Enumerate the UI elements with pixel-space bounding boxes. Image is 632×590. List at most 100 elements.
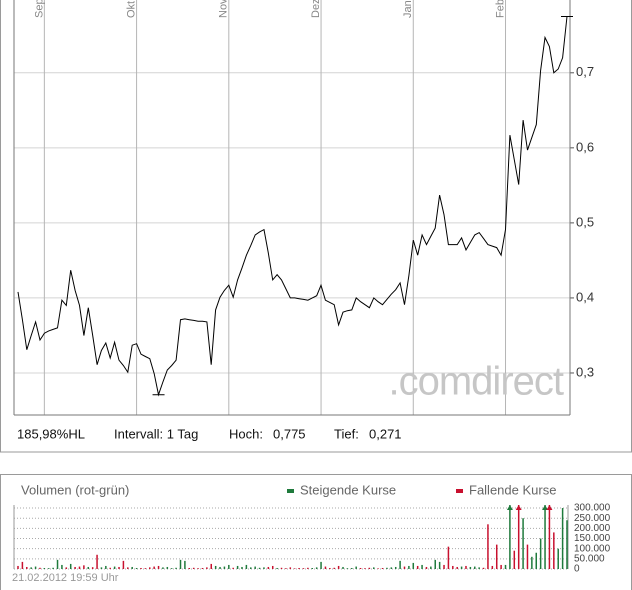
volume-bar bbox=[513, 550, 516, 569]
x-tick-label: Dez bbox=[310, 0, 322, 18]
volume-bar bbox=[482, 567, 485, 569]
volume-bar bbox=[43, 567, 46, 569]
volume-bar bbox=[544, 505, 546, 569]
volume-bar bbox=[271, 565, 274, 569]
volume-bar bbox=[548, 505, 551, 569]
volume-bar bbox=[298, 567, 300, 569]
volume-bar bbox=[390, 567, 393, 569]
stat-label: Hoch: bbox=[229, 426, 263, 441]
volume-bar bbox=[443, 564, 445, 569]
volume-bar bbox=[526, 544, 529, 569]
volume-bar bbox=[373, 567, 375, 569]
y-tick-label: 0 bbox=[574, 564, 580, 575]
volume-bar bbox=[122, 560, 125, 569]
volume-bar bbox=[188, 567, 191, 569]
volume-bar bbox=[517, 505, 520, 569]
x-tick-label: Sep bbox=[33, 0, 45, 18]
volume-bar bbox=[320, 561, 322, 569]
volume-bar bbox=[307, 567, 309, 569]
volume-bar bbox=[197, 568, 199, 569]
volume-bar bbox=[522, 518, 524, 569]
stat-value: 0,775 bbox=[273, 426, 306, 441]
volume-bar bbox=[267, 566, 270, 569]
volume-bar bbox=[91, 567, 94, 569]
volume-bar bbox=[412, 562, 415, 569]
volume-bar bbox=[539, 538, 542, 569]
volume-bar bbox=[500, 564, 502, 569]
volume-bar bbox=[399, 560, 401, 569]
volume-bar bbox=[386, 567, 388, 569]
overflow-arrow bbox=[515, 505, 522, 510]
y-tick-label: 300.000 bbox=[574, 503, 611, 514]
volume-bar bbox=[69, 563, 72, 569]
volume-bar bbox=[219, 566, 221, 569]
volume-bar bbox=[509, 505, 511, 569]
volume-bar bbox=[394, 566, 397, 569]
volume-bar bbox=[289, 567, 292, 569]
volume-bar bbox=[170, 568, 173, 569]
volume-bar bbox=[465, 565, 467, 569]
volume-bar bbox=[210, 563, 212, 569]
volume-bar bbox=[118, 566, 120, 569]
volume-bar bbox=[425, 566, 428, 569]
volume-bar bbox=[109, 567, 111, 569]
overflow-arrow bbox=[506, 505, 513, 510]
volume-bar bbox=[135, 567, 138, 569]
timestamp: 21.02.2012 19:59 Uhr bbox=[12, 572, 119, 584]
volume-bar bbox=[381, 567, 384, 569]
volume-bar bbox=[100, 567, 103, 569]
volume-bar bbox=[140, 567, 142, 569]
volume-bar bbox=[105, 565, 107, 569]
volume-bar bbox=[421, 564, 423, 569]
volume-bar bbox=[293, 568, 296, 569]
volume-bar bbox=[561, 508, 564, 569]
watermark: .comdirect bbox=[389, 360, 564, 404]
volume-bar bbox=[263, 567, 265, 569]
y-tick-label: 200.000 bbox=[574, 523, 611, 534]
volume-bar bbox=[30, 567, 32, 569]
volume-bar bbox=[469, 566, 472, 569]
y-tick-label: 0,3 bbox=[576, 364, 594, 379]
legend-swatch bbox=[287, 489, 294, 493]
volume-bar bbox=[351, 567, 353, 569]
volume-bar bbox=[78, 566, 81, 569]
volume-bar bbox=[21, 561, 24, 569]
legend-label: Fallende Kurse bbox=[469, 482, 556, 497]
volume-bar bbox=[162, 567, 164, 569]
volume-bar bbox=[241, 566, 243, 569]
x-tick-label: Feb bbox=[494, 0, 506, 18]
y-tick-label: 0,4 bbox=[576, 289, 594, 304]
volume-bar bbox=[39, 567, 41, 569]
volume-bar bbox=[416, 565, 419, 569]
volume-bar bbox=[144, 568, 147, 569]
volume-bar bbox=[149, 567, 151, 569]
y-tick-label: 0,5 bbox=[576, 214, 594, 229]
volume-bar bbox=[460, 566, 463, 569]
volume-bar bbox=[61, 564, 63, 569]
overflow-arrow bbox=[546, 505, 553, 510]
volume-bar bbox=[535, 552, 538, 569]
volume-bar bbox=[531, 556, 533, 569]
volume-bar bbox=[355, 566, 357, 569]
legend-label: Steigende Kurse bbox=[300, 482, 396, 497]
volume-bar bbox=[342, 566, 344, 569]
stat-label: Tief: bbox=[334, 426, 359, 441]
volume-bar bbox=[65, 567, 68, 569]
volume-bar bbox=[478, 567, 480, 569]
volume-bar bbox=[184, 560, 186, 569]
volume-bar bbox=[557, 548, 559, 569]
volume-bar bbox=[280, 567, 283, 569]
volume-bar bbox=[206, 567, 208, 569]
interval-info: Intervall: 1 Tag bbox=[114, 426, 198, 441]
volume-bar bbox=[474, 566, 476, 569]
volume-bar bbox=[87, 566, 90, 569]
volume-bar bbox=[166, 566, 169, 569]
volume-bar bbox=[52, 567, 54, 569]
x-tick-label: Jan bbox=[402, 0, 414, 18]
volume-bar bbox=[491, 565, 494, 569]
volume-bar bbox=[83, 565, 85, 569]
volume-bar bbox=[487, 524, 489, 569]
volume-bar bbox=[34, 566, 37, 569]
overflow-arrow bbox=[542, 505, 549, 510]
